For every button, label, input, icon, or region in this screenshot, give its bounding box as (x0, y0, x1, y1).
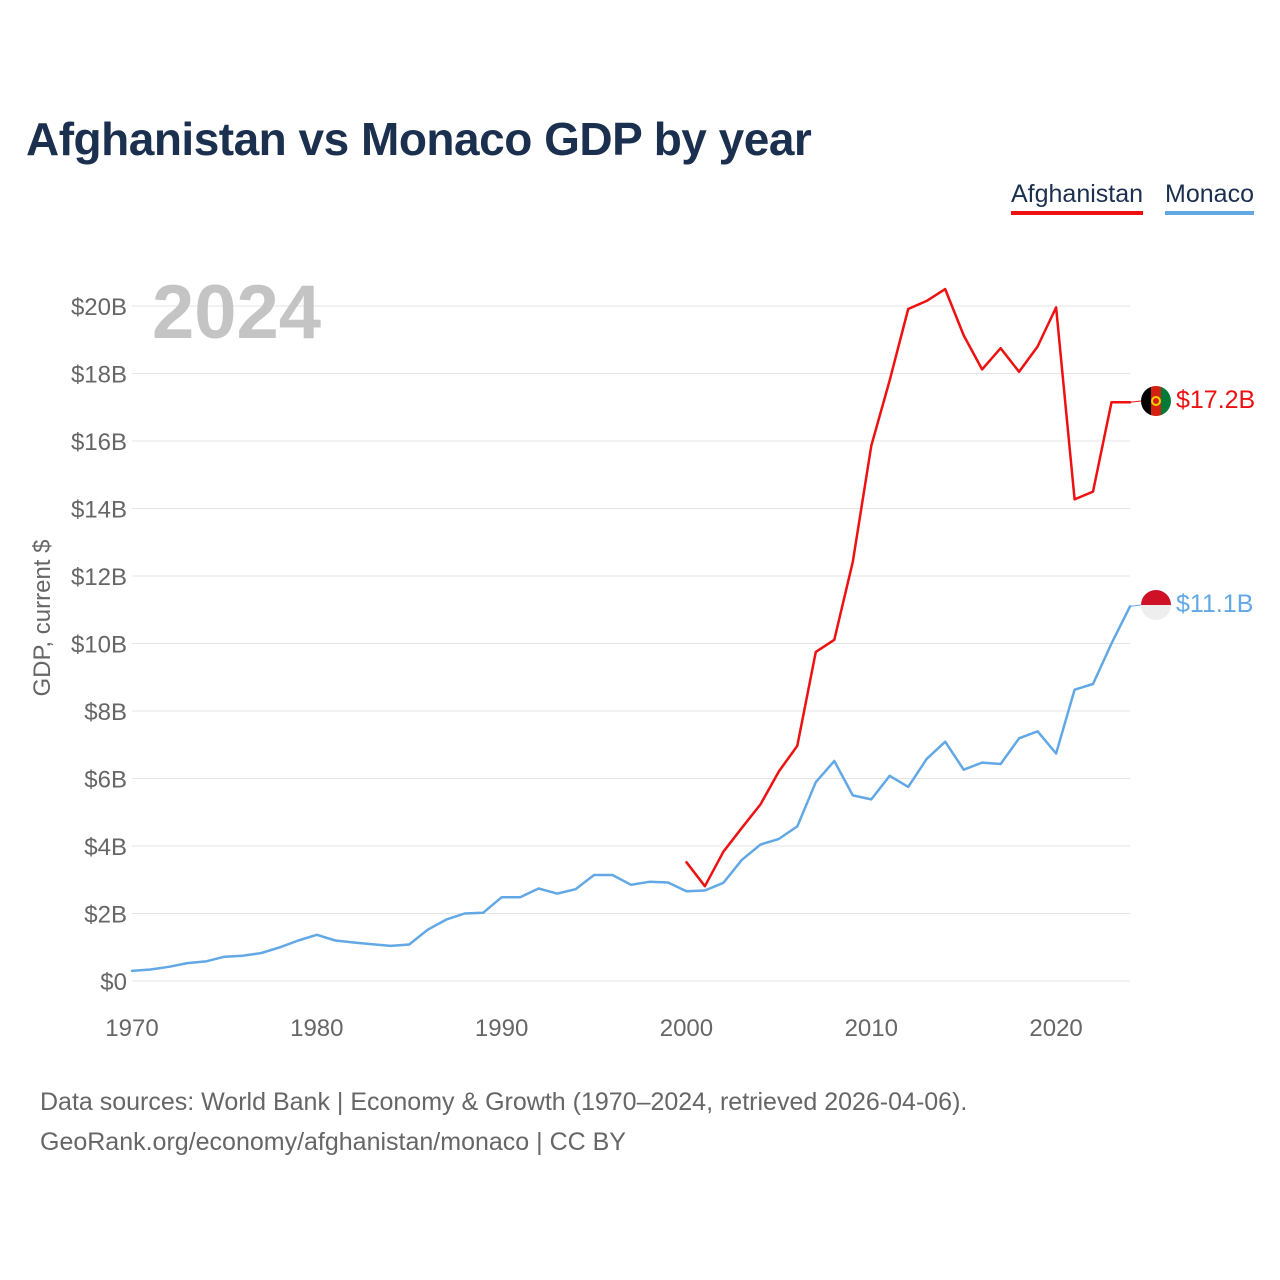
legend: Afghanistan Monaco (1011, 180, 1254, 215)
x-tick-label: 2010 (845, 1015, 898, 1042)
y-tick-label: $18B (71, 362, 127, 389)
afghanistan-flag-icon (1141, 386, 1171, 416)
afghanistan-value-label: $17.2B (1176, 386, 1255, 414)
legend-item-afghanistan[interactable]: Afghanistan (1011, 180, 1144, 215)
y-tick-label: $20B (71, 294, 127, 321)
x-axis-ticks: 1970 1980 1990 2000 2010 2020 (105, 1015, 1082, 1042)
y-axis-label: GDP, current $ (29, 540, 56, 697)
y-tick-label: $0 (100, 969, 127, 996)
series-line-afghanistan (685, 287, 1132, 888)
x-tick-label: 1970 (105, 1015, 158, 1042)
legend-item-monaco[interactable]: Monaco (1165, 180, 1254, 215)
monaco-value-label: $11.1B (1176, 590, 1253, 618)
leader-line-afghanistan (1129, 400, 1142, 403)
y-axis-ticks: $0 $2B $4B $6B $8B $10B $12B $14B $16B $18B $20B (71, 294, 127, 996)
x-tick-label: 2020 (1029, 1015, 1082, 1042)
x-tick-label: 1990 (475, 1015, 528, 1042)
gridlines (132, 305, 1130, 982)
y-tick-label: $6B (84, 767, 127, 794)
x-tick-label: 1980 (290, 1015, 343, 1042)
y-tick-label: $10B (71, 632, 127, 659)
chart-title: Afghanistan vs Monaco GDP by year (26, 113, 812, 165)
data-sources-text: Data sources: World Bank | Economy & Gro… (40, 1088, 968, 1116)
y-tick-label: $16B (71, 429, 127, 456)
y-tick-label: $8B (84, 699, 127, 726)
series-lines (130, 287, 1142, 973)
year-watermark: 2024 (152, 270, 321, 355)
monaco-flag-icon (1141, 590, 1171, 620)
leader-line-monaco (1129, 604, 1142, 607)
y-tick-label: $12B (71, 564, 127, 591)
source-url-text: GeoRank.org/economy/afghanistan/monaco |… (40, 1128, 626, 1156)
footer: Data sources: World Bank | Economy & Gro… (40, 1082, 967, 1162)
y-tick-label: $4B (84, 834, 127, 861)
series-line-monaco (130, 605, 1132, 973)
x-tick-label: 2000 (660, 1015, 713, 1042)
y-tick-label: $2B (84, 902, 127, 929)
y-tick-label: $14B (71, 497, 127, 524)
